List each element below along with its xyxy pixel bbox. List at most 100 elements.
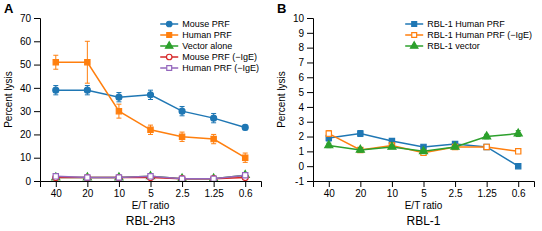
x-tick-mark — [214, 181, 215, 187]
axis-domain — [307, 19, 314, 182]
x-tick-mark — [87, 181, 88, 187]
legend-item: RBL-1 Human PRF — [405, 19, 505, 29]
error-bar — [180, 106, 185, 115]
x-tick-label: 2.5 — [176, 188, 190, 199]
y-tick: 8 — [298, 42, 313, 53]
x-tick: 2.5 — [449, 181, 463, 199]
marker — [116, 175, 122, 181]
y-tick-label: 9 — [298, 28, 304, 39]
marker — [179, 176, 185, 181]
marker — [241, 171, 249, 178]
marker — [356, 145, 364, 152]
y-tick-label: 20 — [20, 129, 32, 140]
marker — [484, 144, 489, 149]
x-tick: 10 — [387, 181, 399, 199]
y-tick: 1 — [298, 146, 313, 157]
y-tick-mark — [307, 33, 313, 34]
marker — [483, 132, 491, 139]
legend-marker — [167, 66, 172, 71]
legend-marker — [412, 22, 417, 27]
x-tick-label: 5 — [148, 188, 154, 199]
y-tick: 4 — [298, 102, 313, 113]
error-bar — [85, 86, 90, 95]
y-tick-mark — [307, 92, 313, 93]
x-tick: 40 — [324, 181, 336, 199]
x-tick: 0.6 — [239, 181, 253, 199]
error-bar — [53, 86, 58, 95]
marker — [514, 129, 522, 136]
x-tick-mark — [455, 181, 456, 187]
y-tick: 60 — [20, 36, 40, 47]
x-tick-mark — [518, 181, 519, 187]
marker — [148, 174, 153, 179]
x-tick: 5 — [421, 181, 427, 199]
y-tick-mark — [307, 151, 313, 152]
y-tick: 5 — [298, 87, 313, 98]
y-tick: 9 — [298, 28, 313, 39]
marker — [243, 155, 248, 160]
legend-label: Vector alone — [182, 41, 232, 51]
marker — [84, 87, 90, 93]
marker — [325, 141, 333, 148]
y-tick-label: 40 — [20, 83, 32, 94]
x-tick-mark — [360, 181, 361, 187]
x-tick-label: 5 — [421, 188, 427, 199]
marker — [53, 174, 58, 179]
legend-label: Human PRF (−IgE) — [182, 63, 259, 73]
y-tick-label: 2 — [298, 131, 304, 142]
legend: Mouse PRFHuman PRFVector aloneMouse PRF … — [160, 19, 259, 73]
series — [325, 129, 522, 154]
error-bar — [85, 41, 90, 83]
y-tick-label: 7 — [298, 57, 304, 68]
y-tick-mark — [34, 134, 40, 135]
y-tick: 50 — [20, 59, 40, 70]
legend: RBL-1 Human PRFRBL-1 Human PRF (−IgE)RBL… — [405, 19, 532, 51]
x-axis: 40201052.51.250.6 — [314, 181, 535, 199]
marker — [179, 176, 184, 181]
y-tick: 70 — [20, 13, 40, 24]
legend-marker — [410, 42, 417, 48]
y-tick: 0 — [298, 161, 313, 172]
error-bar — [116, 104, 121, 118]
marker — [116, 175, 121, 180]
y-tick-label: 5 — [298, 87, 304, 98]
y-tick-label: 30 — [20, 106, 32, 117]
y-tick-mark — [307, 137, 313, 138]
y-tick-label: 1 — [298, 146, 304, 157]
y-tick-mark — [307, 107, 313, 108]
y-tick: 10 — [293, 13, 313, 24]
y-tick-mark — [34, 65, 40, 66]
marker — [516, 149, 521, 154]
x-tick: 10 — [114, 181, 126, 199]
x-tick-label: 0.6 — [512, 188, 526, 199]
marker — [85, 60, 90, 65]
axis-domain — [41, 182, 262, 188]
marker — [178, 174, 186, 181]
error-bar — [326, 131, 331, 137]
error-bar — [358, 131, 363, 137]
y-tick-mark — [34, 88, 40, 89]
marker — [211, 136, 216, 141]
series-line — [56, 62, 245, 157]
y-tick: 20 — [20, 129, 40, 140]
y-tick-mark — [307, 48, 313, 49]
marker — [146, 172, 154, 179]
x-tick-mark — [151, 181, 152, 187]
y-tick-mark — [34, 181, 40, 182]
marker — [179, 134, 184, 139]
y-axis-title: Percent lysis — [3, 71, 14, 128]
series — [326, 131, 521, 156]
legend-label: RBL-1 Human PRF — [427, 19, 505, 29]
series — [53, 175, 248, 181]
x-tick-mark — [392, 181, 393, 187]
plot-area — [325, 129, 522, 169]
x-tick-mark — [245, 181, 246, 187]
legend-item: Mouse PRF (−IgE) — [160, 52, 257, 62]
marker — [52, 173, 60, 180]
x-tick-mark — [56, 181, 57, 187]
y-axis: -1012345678910 — [293, 13, 314, 187]
y-tick-label: 0 — [25, 176, 31, 187]
series-line — [56, 90, 245, 127]
marker — [484, 144, 489, 149]
legend-label: RBL-1 Human PRF (−IgE) — [427, 30, 532, 40]
